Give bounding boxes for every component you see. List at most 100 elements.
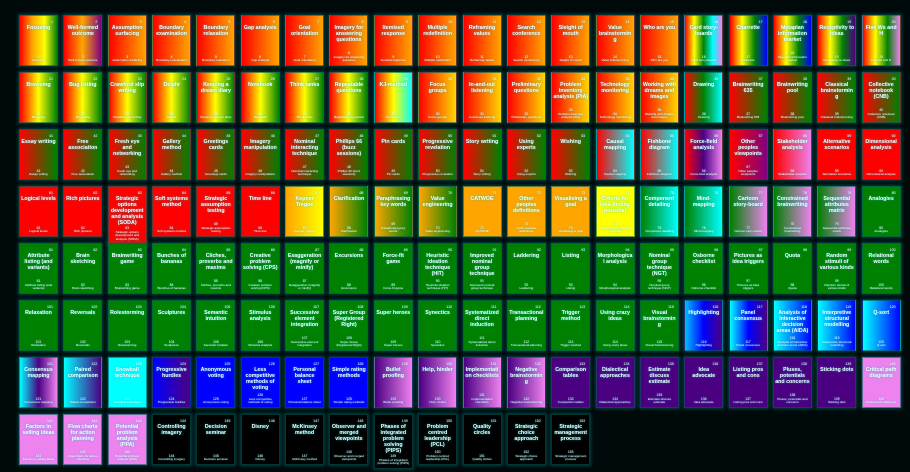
technique-card[interactable]: 121 Consensus mapping 121 Consensus mapping	[19, 357, 58, 408]
technique-card[interactable]: 92 Laddering 92 Laddering	[506, 243, 546, 294]
technique-card[interactable]: 32 Preliminary questions 32 Preliminary que…	[506, 72, 546, 123]
technique-card[interactable]: 70 Value engineering 70 Value engineering	[418, 186, 458, 237]
technique-card[interactable]: 149 Phases of integrated problem solving …	[373, 414, 413, 469]
technique-card[interactable]: 144 Controlling imagery 144 Controlling ima…	[152, 414, 192, 465]
technique-card[interactable]: 20 Five Ws and H 20 Five Ws and H	[861, 15, 901, 66]
technique-card[interactable]: 88 Excursions 88 Excursions	[329, 243, 369, 294]
technique-card[interactable]: 86 Creative problem solving (CPS) 86 Creati…	[240, 243, 280, 294]
technique-card[interactable]: 130 Help, hinder 130 Help, hinder	[418, 357, 458, 408]
technique-card[interactable]: 84 Bunches of bananas 84 Bunches of bananas	[152, 243, 192, 294]
technique-card[interactable]: 137 Listing pros and cons 137 Listing pros …	[728, 357, 768, 408]
technique-card[interactable]: 12 Search conference 12 Search conference	[506, 15, 546, 66]
technique-card[interactable]: 24 Delphi 24 Delphi	[152, 72, 192, 123]
technique-card[interactable]: 129 Bullet proofing 129 Bullet proofing	[373, 357, 413, 408]
technique-card[interactable]: 55 Fishbone diagram 55 Fishbone diagram	[639, 129, 679, 180]
technique-card[interactable]: 9 Itemised response 9 Itemised response	[373, 15, 413, 66]
technique-card[interactable]: 7 Goal orientation 7 Goal orientation	[285, 15, 325, 66]
technique-card[interactable]: 18 Metaplan information market 18 Metaplan …	[772, 15, 812, 66]
technique-card[interactable]: 25 Keeping a dream diary 25 Keeping a dream…	[196, 72, 236, 123]
technique-card[interactable]: 82 Brain sketching 82 Brain sketching	[63, 243, 103, 294]
technique-card[interactable]: 67 Kepner Tregoe 67 Kepner Tregoe	[285, 186, 325, 237]
technique-card[interactable]: 60 Dimensional analysis 60 Dimensional anal…	[861, 129, 901, 180]
technique-card[interactable]: 59 Alternative scenarios 59 Alternative sce…	[817, 129, 857, 180]
technique-card[interactable]: 143 Potential problem analysis (PPA) 143 Po…	[107, 414, 147, 465]
technique-card[interactable]: 142 Flow charts for action planning 142 Flo…	[63, 414, 103, 465]
technique-card[interactable]: 93 Listing 93 Listing	[551, 243, 591, 294]
technique-card[interactable]: 46 Imagery manipulation 46 Imagery manipula…	[240, 129, 280, 180]
technique-card[interactable]: 132 Negative brainstorming 132 Negative bra…	[506, 357, 546, 408]
technique-card[interactable]: 74 Criteria for idea-finding potential 74 C…	[595, 186, 635, 237]
technique-card[interactable]: 108 Super Group (Registered Right) 108 Supe…	[329, 300, 369, 351]
technique-card[interactable]: 49 Pin cards 49 Pin cards	[373, 129, 413, 180]
technique-card[interactable]: 124 Progressive hurdles 124 Progressive hur…	[152, 357, 192, 408]
technique-card[interactable]: 33 Problem inventory analysis (PIA) 33 Prob…	[551, 72, 591, 123]
technique-card[interactable]: 71 CATWOE 71 CATWOE	[462, 186, 502, 237]
technique-card[interactable]: 23 Crawford slip writing 23 Crawford slip w…	[107, 72, 147, 123]
technique-card[interactable]: 98 Quota 98 Quota	[772, 243, 812, 294]
technique-card[interactable]: 113 Trigger method 113 Trigger method	[551, 300, 591, 351]
technique-card[interactable]: 34 Technology monitoring 34 Technology moni…	[595, 72, 635, 123]
technique-card[interactable]: 69 Paraphrasing key words 69 Paraphrasing k…	[373, 186, 413, 237]
technique-card[interactable]: 101 Relaxation 101 Relaxation	[19, 300, 58, 351]
technique-card[interactable]: 13 Sleight of mouth 13 Sleight of mouth	[551, 15, 591, 66]
technique-card[interactable]: 78 Constrained brainwriting 78 Constrained …	[772, 186, 812, 237]
technique-card[interactable]: 56 Force-field analysis 56 Force-field anal…	[684, 129, 724, 180]
technique-card[interactable]: 2 Well-formed outcome 2 Well-formed outcome	[63, 15, 103, 66]
technique-card[interactable]: 26 Notebook 26 Notebook	[240, 72, 280, 123]
technique-card[interactable]: 58 Stakeholder analysis 58 Stakeholder anal…	[772, 129, 812, 180]
technique-card[interactable]: 75 Component detailing 75 Component detaili…	[639, 186, 679, 237]
technique-card[interactable]: 83 Brainwriting game 83 Brainwriting game	[107, 243, 147, 294]
technique-card[interactable]: 133 Comparison tables 133 Comparison tables	[551, 357, 591, 408]
technique-card[interactable]: 118 Analysis of interactive decision area…	[772, 300, 812, 351]
technique-card[interactable]: 66 Time line 66 Time line	[240, 186, 280, 237]
technique-card[interactable]: 111 Systematized direct induction 111 Syste…	[462, 300, 502, 351]
technique-card[interactable]: 81 Attribute listing (and variants) 81 Attr…	[19, 243, 58, 294]
technique-card[interactable]: 65 Strategic assumption testing 65 Strategi…	[196, 186, 236, 237]
technique-card[interactable]: 152 Strategic choice approach 152 Strategic…	[506, 414, 546, 465]
technique-card[interactable]: 119 Interpretive structural modelling 119 I…	[817, 300, 857, 351]
technique-card[interactable]: 125 Anonymous voting 125 Anonymous voting	[196, 357, 236, 408]
technique-card[interactable]: 148 Observer and merged viewpoints 148 Obse…	[329, 414, 369, 465]
technique-card[interactable]: 89 Force-fit game 89 Force-fit game	[373, 243, 413, 294]
technique-card[interactable]: 62 Rich pictures 62 Rich pictures	[63, 186, 103, 237]
technique-card[interactable]: 47 Nominal interacting technique 47 Nominal…	[285, 129, 325, 180]
technique-card[interactable]: 43 Fresh eye and networking 43 Fresh eye an…	[107, 129, 147, 180]
technique-card[interactable]: 30 Focus groups 30 Focus groups	[418, 72, 458, 123]
technique-card[interactable]: 117 Panel consensus 117 Panel consensus	[728, 300, 768, 351]
technique-card[interactable]: 77 Cartoon story-board 77 Cartoon story-boa…	[728, 186, 768, 237]
technique-card[interactable]: 99 Random stimuli of various kinds 99 Rando…	[817, 243, 857, 294]
technique-card[interactable]: 87 Exaggeration (magnify or minify) 87 Exag…	[285, 243, 325, 294]
technique-card[interactable]: 112 Transactional planning 112 Transactiona…	[506, 300, 546, 351]
technique-card[interactable]: 38 Brainwriting pool 38 Brainwriting pool	[772, 72, 812, 123]
technique-card[interactable]: 54 Causal mapping 54 Causal mapping	[595, 129, 635, 180]
technique-card[interactable]: 51 Story writing 51 Story writing	[462, 129, 502, 180]
technique-card[interactable]: 4 Boundary examination 4 Boundary examinati…	[152, 15, 192, 66]
technique-card[interactable]: 102 Reversals 102 Reversals	[63, 300, 103, 351]
technique-card[interactable]: 50 Progressive revelation 50 Progressive re…	[418, 129, 458, 180]
technique-card[interactable]: 131 Implementation checklists 131 Implement…	[462, 357, 502, 408]
technique-card[interactable]: 114 Using crazy ideas 114 Using crazy ideas	[595, 300, 635, 351]
technique-card[interactable]: 127 Personal balance sheet 127 Personal bal…	[285, 357, 325, 408]
technique-card[interactable]: 61 Logical levels 61 Logical levels	[19, 186, 58, 237]
technique-card[interactable]: 41 Essay writing 41 Essay writing	[19, 129, 58, 180]
technique-card[interactable]: 116 Highlighting 116 Highlighting	[684, 300, 724, 351]
technique-card[interactable]: 140 Critical path diagrams 140 Critical pat…	[861, 357, 901, 408]
technique-card[interactable]: 6 Gap analysis 6 Gap analysis	[240, 15, 280, 66]
technique-card[interactable]: 29 KJ-method 29 KJ-method	[373, 72, 413, 123]
technique-card[interactable]: 21 Browsing 21 Browsing	[19, 72, 58, 123]
technique-card[interactable]: 115 Visual brainstorming 115 Visual brainst…	[639, 300, 679, 351]
technique-card[interactable]: 80 Analogies 80 Analogies	[861, 186, 901, 237]
technique-card[interactable]: 104 Sculptures 104 Sculptures	[152, 300, 192, 351]
technique-card[interactable]: 136 Idea advocate 136 Idea advocate	[684, 357, 724, 408]
technique-card[interactable]: 53 Wishing 53 Wishing	[551, 129, 591, 180]
technique-card[interactable]: 63 Strategic options development and anal…	[107, 186, 147, 245]
technique-card[interactable]: 120 Q-sort 120 Q-sort	[861, 300, 901, 351]
technique-card[interactable]: 52 Using experts 52 Using experts	[506, 129, 546, 180]
technique-card[interactable]: 28 Repeatable questions 28 Repeatable quest…	[329, 72, 369, 123]
technique-card[interactable]: 151 Quality circles 151 Quality circles	[462, 414, 502, 465]
technique-card[interactable]: 109 Super heroes 109 Super heroes	[373, 300, 413, 351]
technique-card[interactable]: 94 Morphological analysis 94 Morphological …	[595, 243, 635, 294]
technique-card[interactable]: 103 Rolestorming 103 Rolestorming	[107, 300, 147, 351]
technique-card[interactable]: 57 Other peoples viewpoints 57 Other people…	[728, 129, 768, 180]
technique-card[interactable]: 15 Who are you 15 Who are you	[639, 15, 679, 66]
